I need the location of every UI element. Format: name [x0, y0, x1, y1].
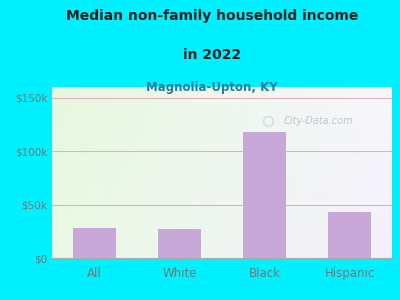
Text: Median non-family household income: Median non-family household income — [66, 9, 358, 23]
Bar — [158, 229, 201, 258]
Text: Magnolia-Upton, KY: Magnolia-Upton, KY — [146, 81, 278, 94]
Text: in 2022: in 2022 — [183, 48, 241, 62]
Bar — [328, 212, 371, 258]
Bar — [73, 228, 116, 258]
Text: City-Data.com: City-Data.com — [283, 116, 353, 126]
Bar — [243, 132, 286, 258]
